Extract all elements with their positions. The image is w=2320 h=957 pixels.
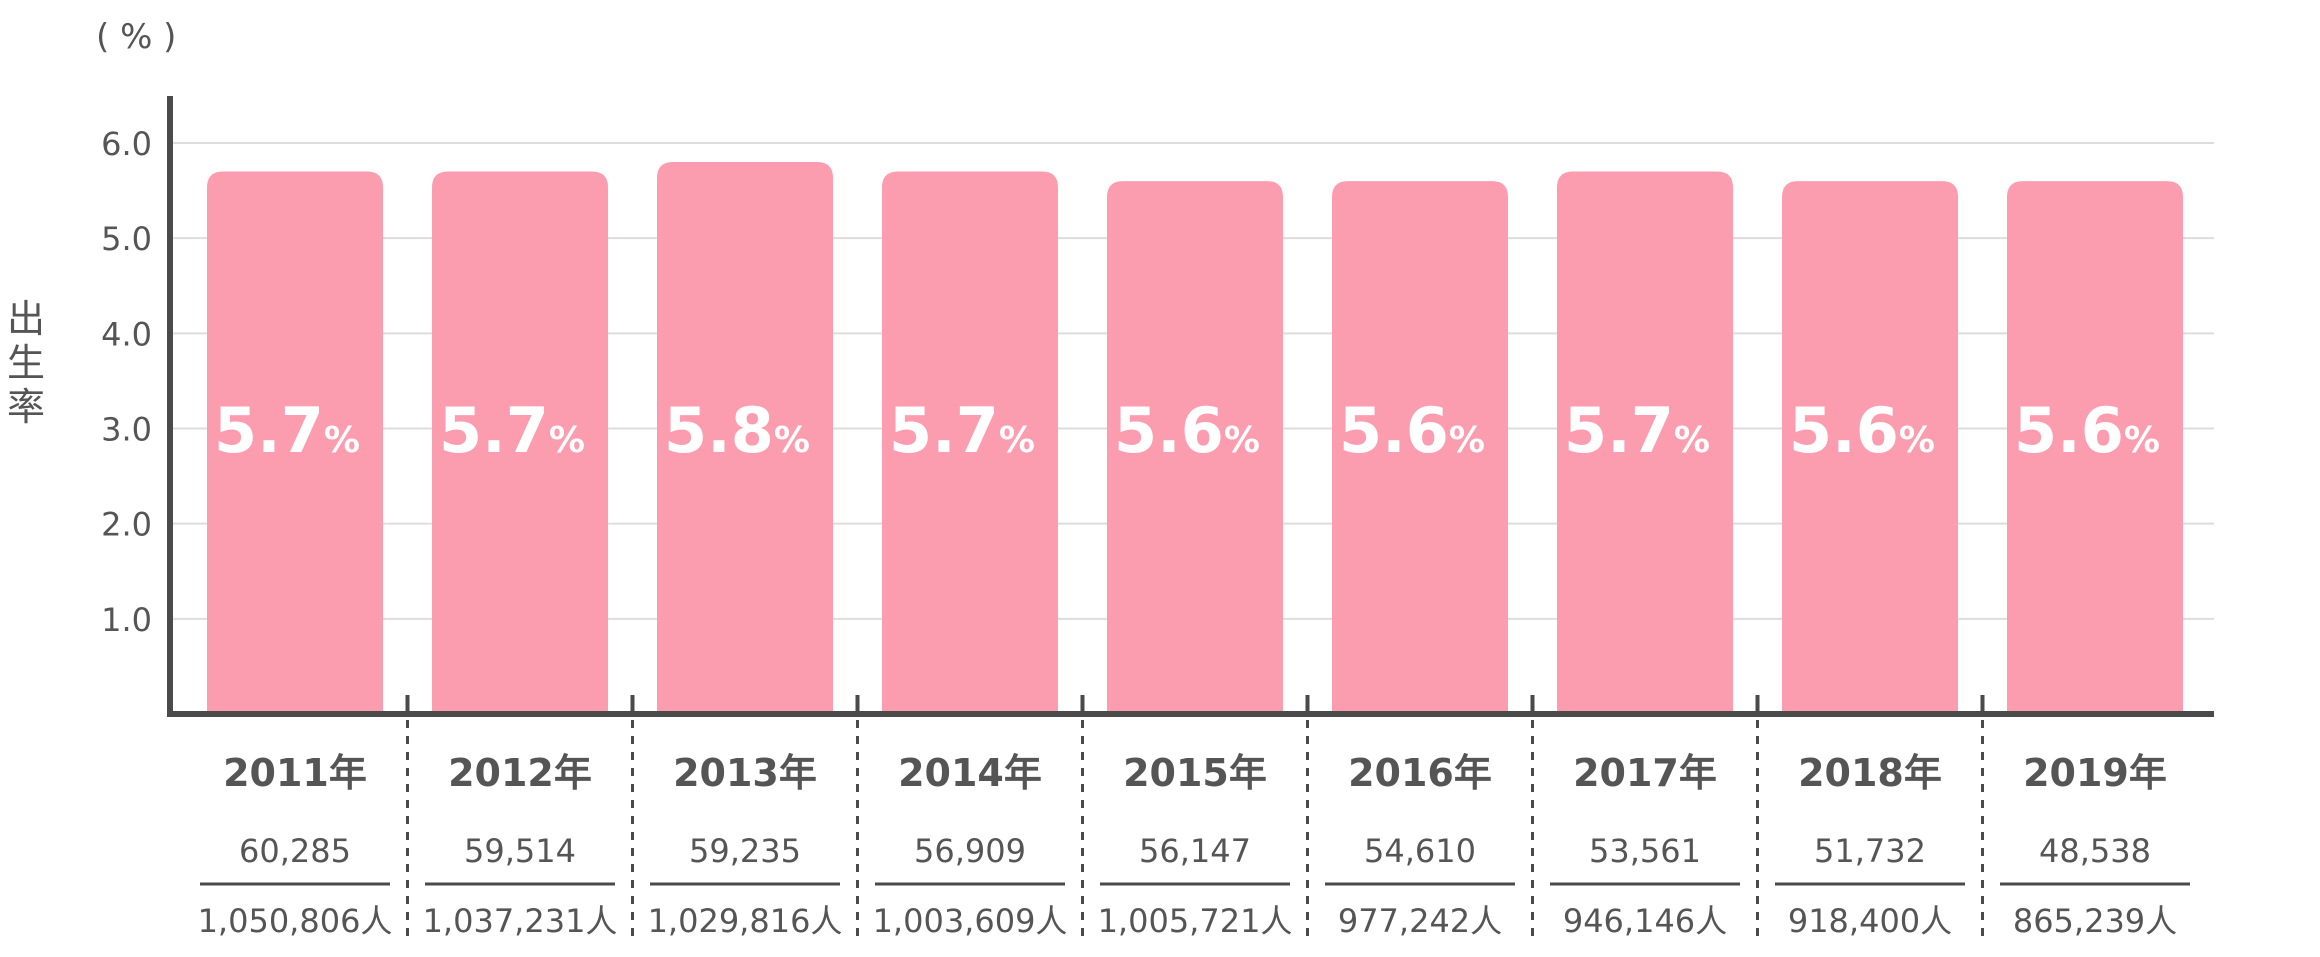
numerator-label: 54,610 [1364, 832, 1476, 870]
x-tick-label: 2012年 [448, 751, 592, 795]
x-tick-label: 2015年 [1123, 751, 1267, 795]
bar [1782, 181, 1958, 715]
bar [207, 171, 383, 715]
y-axis-label-char: 生 [7, 341, 45, 385]
x-tick-label: 2019年 [2023, 751, 2167, 795]
x-tick-label: 2011年 [223, 751, 367, 795]
numerator-label: 56,909 [914, 832, 1026, 870]
denominator-label: 1,003,609人 [873, 902, 1068, 940]
numerator-label: 60,285 [239, 832, 351, 870]
bar [657, 162, 833, 715]
y-axis-label-char: 率 [7, 385, 45, 429]
y-tick-label: 4.0 [101, 315, 152, 353]
numerator-label: 48,538 [2039, 832, 2151, 870]
denominator-label: 1,005,721人 [1098, 902, 1293, 940]
x-tick-label: 2014年 [898, 751, 1042, 795]
bar-value-label: 5.8% [664, 394, 810, 467]
bar-value-label: 5.6% [2014, 394, 2160, 467]
y-tick-label: 1.0 [101, 601, 152, 639]
axes [167, 96, 2214, 940]
bar [882, 171, 1058, 715]
denominator-label: 1,037,231人 [423, 902, 618, 940]
y-tick-label: 5.0 [101, 220, 152, 258]
bar-value-label: 5.7% [889, 394, 1035, 467]
y-axis-label: 出生率 [7, 297, 45, 429]
numerator-label: 53,561 [1589, 832, 1701, 870]
denominator-label: 946,146人 [1563, 902, 1727, 940]
x-tick-label: 2017年 [1573, 751, 1717, 795]
denominator-label: 918,400人 [1788, 902, 1952, 940]
bar [1557, 171, 1733, 715]
y-tick-label: 3.0 [101, 411, 152, 449]
bar-value-label: 5.7% [1564, 394, 1710, 467]
bar [1107, 181, 1283, 715]
bar-value-label: 5.7% [214, 394, 360, 467]
denominator-label: 977,242人 [1338, 902, 1502, 940]
fraction-labels: 60,285 1,050,806人 59,514 1,037,231人 59,235 1,… [198, 832, 2190, 940]
bar [432, 171, 608, 715]
bar-value-label: 5.6% [1789, 394, 1935, 467]
x-axis-labels: 2011年 2012年 2013年 2014年 2015年 2016年 2017年 2018年… [223, 751, 2167, 795]
y-tick-label: 6.0 [101, 125, 152, 163]
denominator-label: 865,239人 [2013, 902, 2177, 940]
bar-value-label: 5.7% [439, 394, 585, 467]
y-axis-ticks: 1.0 2.0 3.0 4.0 5.0 6.0 [101, 125, 152, 639]
x-tick-label: 2016年 [1348, 751, 1492, 795]
y-tick-label: 2.0 [101, 506, 152, 544]
bar-value-label: 5.6% [1339, 394, 1485, 467]
numerator-label: 56,147 [1139, 832, 1251, 870]
bar [1332, 181, 1508, 715]
denominator-label: 1,029,816人 [648, 902, 843, 940]
x-tick-label: 2013年 [673, 751, 817, 795]
bar-value-labels: 5.7% 5.7% 5.8% 5.7% 5.6% 5.6% 5.7% 5.6% 5.6% [214, 394, 2160, 467]
numerator-label: 59,514 [464, 832, 576, 870]
numerator-label: 51,732 [1814, 832, 1926, 870]
numerator-label: 59,235 [689, 832, 801, 870]
bars [207, 162, 2183, 715]
bar-value-label: 5.6% [1114, 394, 1260, 467]
x-tick-label: 2018年 [1798, 751, 1942, 795]
unit-label: ( % ) [96, 17, 176, 57]
bar [2007, 181, 2183, 715]
y-axis-label-char: 出 [7, 297, 45, 341]
denominator-label: 1,050,806人 [198, 902, 393, 940]
